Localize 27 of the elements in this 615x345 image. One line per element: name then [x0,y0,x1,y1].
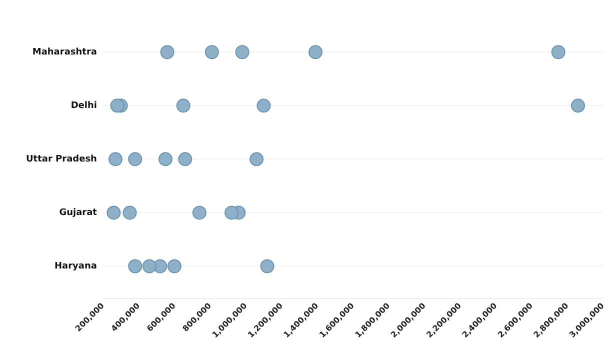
point [108,152,122,166]
point [551,45,566,60]
point [110,98,124,113]
point [235,45,250,60]
point [106,206,121,220]
point [571,98,585,113]
point [167,259,182,274]
point [142,259,156,274]
point [178,152,192,166]
point [250,152,264,166]
point [256,98,271,113]
point [176,98,190,113]
point [204,45,219,60]
y-tick-label: Uttar Pradesh [26,154,97,165]
point [260,259,274,274]
y-tick-label: Haryana [54,262,97,272]
point [160,45,174,60]
point [192,206,206,220]
point [158,152,172,166]
point [308,45,322,60]
point [122,206,137,220]
point [128,152,142,166]
y-tick-label: Maharashtra [32,47,97,58]
point [224,206,239,220]
y-tick-label: Gujarat [59,208,98,218]
y-tick-label: Delhi [70,100,97,111]
point [128,259,142,274]
